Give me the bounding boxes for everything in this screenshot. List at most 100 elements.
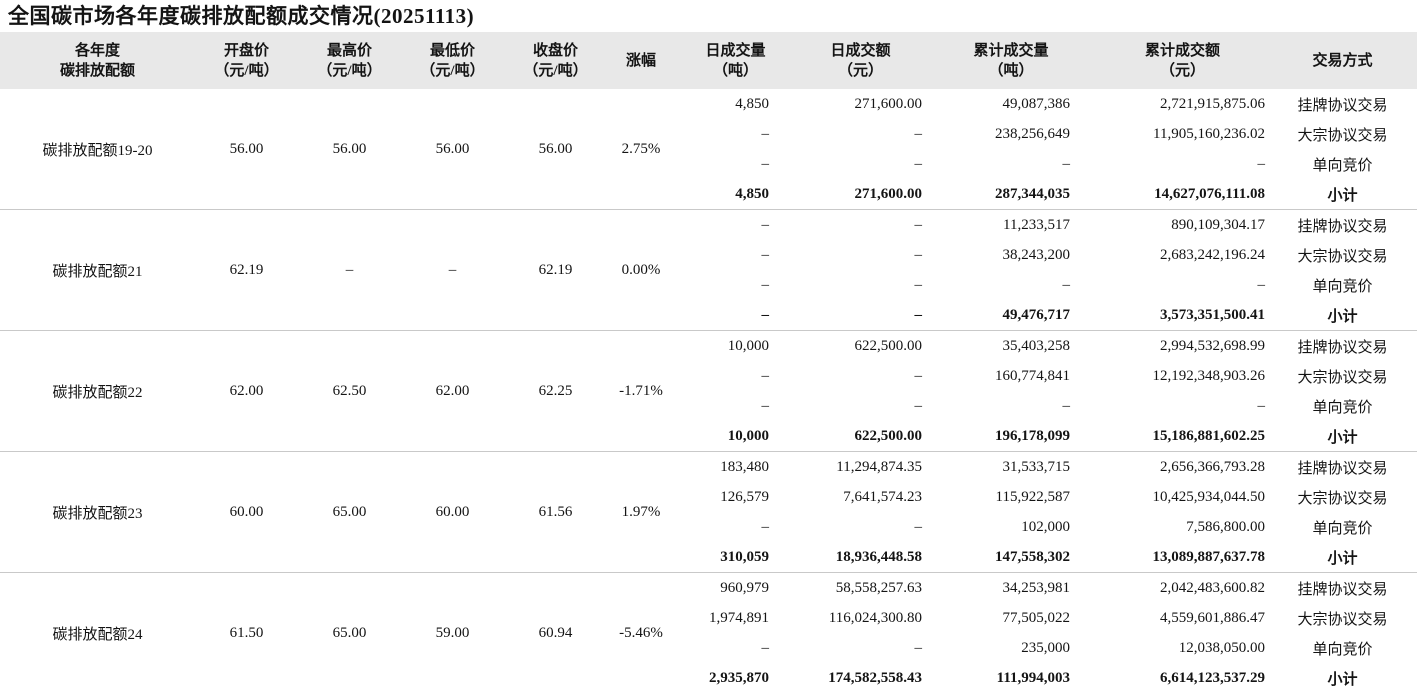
table-row: 碳排放配额21 62.19 – – 62.19 0.00% – – 11,233… — [0, 210, 1417, 280]
header-line: （元/吨） — [523, 62, 588, 79]
cumulative-volume-cell: 38,243,200 — [1002, 246, 1071, 263]
cumulative-volume-cell: 196,178,099 — [995, 427, 1070, 444]
close-price-cell: 56.00 — [538, 140, 573, 157]
subtotal-row: 310,059 18,936,448.58 147,558,302 13,089… — [0, 542, 1417, 573]
daily-amount-cell: 271,600.00 — [854, 185, 923, 202]
table-header: 各年度 碳排放配额 开盘价 （元/吨） 最高价 （元/吨） 最低价 （元/吨） … — [0, 32, 1417, 89]
col-header-quota: 各年度 碳排放配额 — [0, 32, 195, 89]
quota-block: 碳排放配额19-20 56.00 56.00 56.00 56.00 2.75%… — [0, 89, 1417, 210]
daily-amount-cell: 7,641,574.23 — [843, 488, 922, 505]
daily-amount-cell: – — [914, 246, 923, 263]
daily-volume-cell: 4,850 — [735, 95, 769, 112]
header-line: 最低价 — [429, 42, 475, 59]
daily-volume-cell: – — [761, 306, 770, 323]
trade-method-cell: 小计 — [1327, 429, 1358, 446]
table-row: – – 235,000 12,038,050.00 单向竞价 — [0, 633, 1417, 663]
col-header-close: 收盘价 （元/吨） — [504, 32, 607, 89]
trade-method-cell: 单向竞价 — [1312, 399, 1373, 416]
low-price-cell: 59.00 — [435, 624, 470, 641]
table-row: 碳排放配额22 62.00 62.50 62.00 62.25 -1.71% 1… — [0, 331, 1417, 401]
col-header-low: 最低价 （元/吨） — [401, 32, 504, 89]
table-row: 1,974,891 116,024,300.80 77,505,022 4,55… — [0, 603, 1417, 633]
daily-amount-cell: 271,600.00 — [854, 95, 923, 112]
change-percent-cell: 0.00% — [621, 261, 661, 278]
quota-block: 碳排放配额21 62.19 – – 62.19 0.00% – – 11,233… — [0, 210, 1417, 331]
daily-amount-cell: 622,500.00 — [854, 427, 923, 444]
daily-amount-cell: 622,500.00 — [854, 337, 923, 354]
close-price-cell: 61.56 — [538, 503, 573, 520]
low-price-cell: 62.00 — [435, 382, 470, 399]
cumulative-volume-cell: 49,087,386 — [1002, 95, 1071, 112]
trade-method-cell: 小计 — [1327, 550, 1358, 567]
high-price-cell: – — [345, 261, 354, 278]
daily-volume-cell: – — [761, 246, 770, 263]
cumulative-amount-cell: 3,573,351,500.41 — [1160, 306, 1265, 323]
table-row: 碳排放配额23 60.00 65.00 60.00 61.56 1.97% 18… — [0, 452, 1417, 522]
table-row: – – 160,774,841 12,192,348,903.26 大宗协议交易 — [0, 361, 1417, 391]
subtotal-row: 2,935,870 174,582,558.43 111,994,003 6,6… — [0, 663, 1417, 691]
cumulative-amount-cell: 15,186,881,602.25 — [1152, 427, 1266, 444]
cumulative-amount-cell: 2,683,242,196.24 — [1160, 246, 1265, 263]
col-header-cumulative-volume: 累计成交量 （吨） — [925, 32, 1073, 89]
change-percent-cell: 2.75% — [621, 140, 661, 157]
cumulative-volume-cell: – — [1062, 397, 1071, 414]
cumulative-amount-cell: – — [1257, 155, 1266, 172]
col-header-high: 最高价 （元/吨） — [298, 32, 401, 89]
quota-block: 碳排放配额22 62.00 62.50 62.00 62.25 -1.71% 1… — [0, 331, 1417, 452]
close-price-cell: 62.19 — [538, 261, 573, 278]
cumulative-volume-cell: 49,476,717 — [1002, 306, 1071, 323]
col-header-daily-volume: 日成交量 （吨） — [675, 32, 772, 89]
low-price-cell: 56.00 — [435, 140, 470, 157]
daily-volume-cell: – — [761, 639, 770, 656]
daily-amount-cell: 11,294,874.35 — [836, 458, 922, 475]
cumulative-volume-cell: 102,000 — [1021, 518, 1070, 535]
cumulative-volume-cell: 115,922,587 — [995, 488, 1070, 505]
col-header-trade-method: 交易方式 — [1268, 32, 1417, 89]
header-line: （元/吨） — [420, 62, 485, 79]
daily-volume-cell: – — [761, 276, 770, 293]
cumulative-amount-cell: 11,905,160,236.02 — [1153, 125, 1265, 142]
trade-method-cell: 单向竞价 — [1312, 157, 1373, 174]
cumulative-volume-cell: – — [1062, 276, 1071, 293]
open-price-cell: 62.00 — [229, 382, 264, 399]
daily-volume-cell: – — [761, 518, 770, 535]
quota-name-cell: 碳排放配额23 — [52, 505, 143, 522]
daily-amount-cell: – — [914, 518, 923, 535]
trade-method-cell: 大宗协议交易 — [1297, 611, 1388, 628]
table-row: 126,579 7,641,574.23 115,922,587 10,425,… — [0, 482, 1417, 512]
header-line: （元/吨） — [214, 62, 279, 79]
trade-method-cell: 大宗协议交易 — [1297, 369, 1388, 386]
trade-method-cell: 挂牌协议交易 — [1297, 218, 1388, 235]
daily-volume-cell: 1,974,891 — [709, 609, 769, 626]
daily-amount-cell: – — [914, 639, 923, 656]
trade-method-cell: 大宗协议交易 — [1297, 248, 1388, 265]
open-price-cell: 62.19 — [229, 261, 264, 278]
cumulative-volume-cell: 235,000 — [1021, 639, 1070, 656]
daily-volume-cell: – — [761, 155, 770, 172]
daily-amount-cell: – — [914, 306, 923, 323]
change-percent-cell: 1.97% — [621, 503, 661, 520]
table-row: – – – – 单向竞价 — [0, 149, 1417, 179]
header-line: 收盘价 — [532, 42, 578, 59]
quota-name-cell: 碳排放配额21 — [52, 263, 143, 280]
daily-amount-cell: – — [914, 216, 923, 233]
header-line: （元/吨） — [317, 62, 382, 79]
daily-amount-cell: – — [914, 155, 923, 172]
cumulative-amount-cell: 14,627,076,111.08 — [1154, 185, 1265, 202]
cumulative-amount-cell: 13,089,887,637.78 — [1152, 548, 1266, 565]
high-price-cell: 65.00 — [332, 503, 367, 520]
quota-name-cell: 碳排放配额22 — [52, 384, 143, 401]
header-line: （吨） — [712, 62, 758, 79]
daily-volume-cell: 10,000 — [727, 427, 769, 444]
trade-method-cell: 大宗协议交易 — [1297, 127, 1388, 144]
cumulative-amount-cell: 2,656,366,793.28 — [1160, 458, 1265, 475]
daily-amount-cell: – — [914, 367, 923, 384]
trade-method-cell: 挂牌协议交易 — [1297, 581, 1388, 598]
trade-method-cell: 挂牌协议交易 — [1297, 339, 1388, 356]
change-percent-cell: -5.46% — [619, 624, 663, 641]
cumulative-volume-cell: 35,403,258 — [1002, 337, 1071, 354]
close-price-cell: 62.25 — [538, 382, 573, 399]
header-line: 交易方式 — [1312, 52, 1373, 69]
daily-volume-cell: – — [761, 125, 770, 142]
trade-method-cell: 单向竞价 — [1312, 520, 1373, 537]
